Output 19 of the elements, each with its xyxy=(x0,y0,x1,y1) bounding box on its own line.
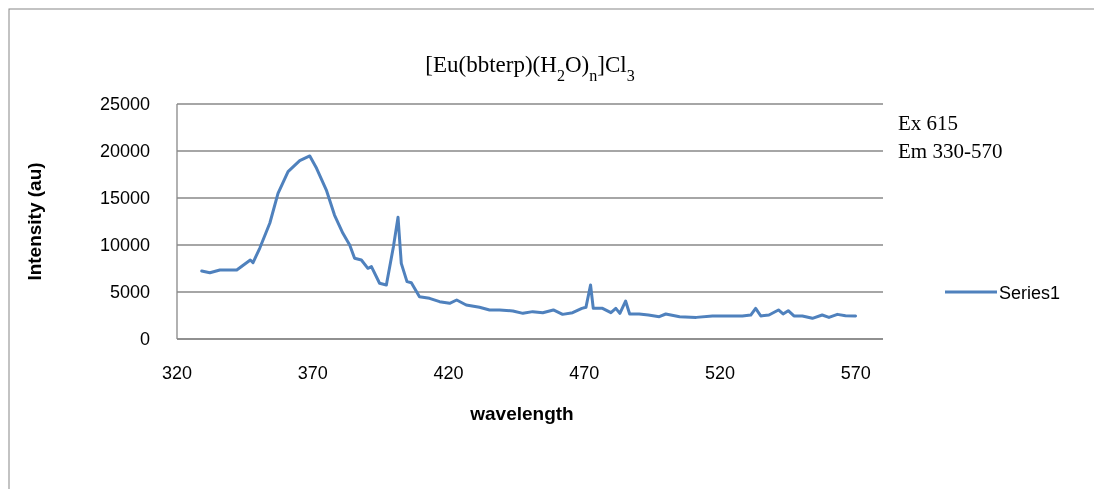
line-series xyxy=(200,154,858,320)
legend-label: Series1 xyxy=(999,283,1061,303)
y-tick-label: 15000 xyxy=(99,188,150,208)
x-tick-label: 370 xyxy=(297,363,328,383)
text: Ex 615 xyxy=(898,111,959,135)
x-tick-label: 420 xyxy=(433,363,464,383)
x-tick-label: 520 xyxy=(705,363,736,383)
x-tick-label: 320 xyxy=(161,363,193,383)
y-tick-label: 10000 xyxy=(99,235,150,255)
y-axis-title: Intensity (au) xyxy=(24,162,45,281)
y-tick-label: 0 xyxy=(139,329,150,349)
x-tick-label: 470 xyxy=(569,363,600,383)
text: Em 330-570 xyxy=(898,139,1003,163)
x-axis-title: wavelength xyxy=(469,403,574,424)
chart-title: [Eu(bbterp)(H$_{2}$O)$_{n}$]Cl$_{3}$ xyxy=(425,52,635,84)
y-tick-label: 20000 xyxy=(99,141,150,161)
y-tick-label: 25000 xyxy=(99,94,150,114)
y-tick-label: 5000 xyxy=(109,282,150,302)
x-tick-label: 570 xyxy=(840,363,871,383)
